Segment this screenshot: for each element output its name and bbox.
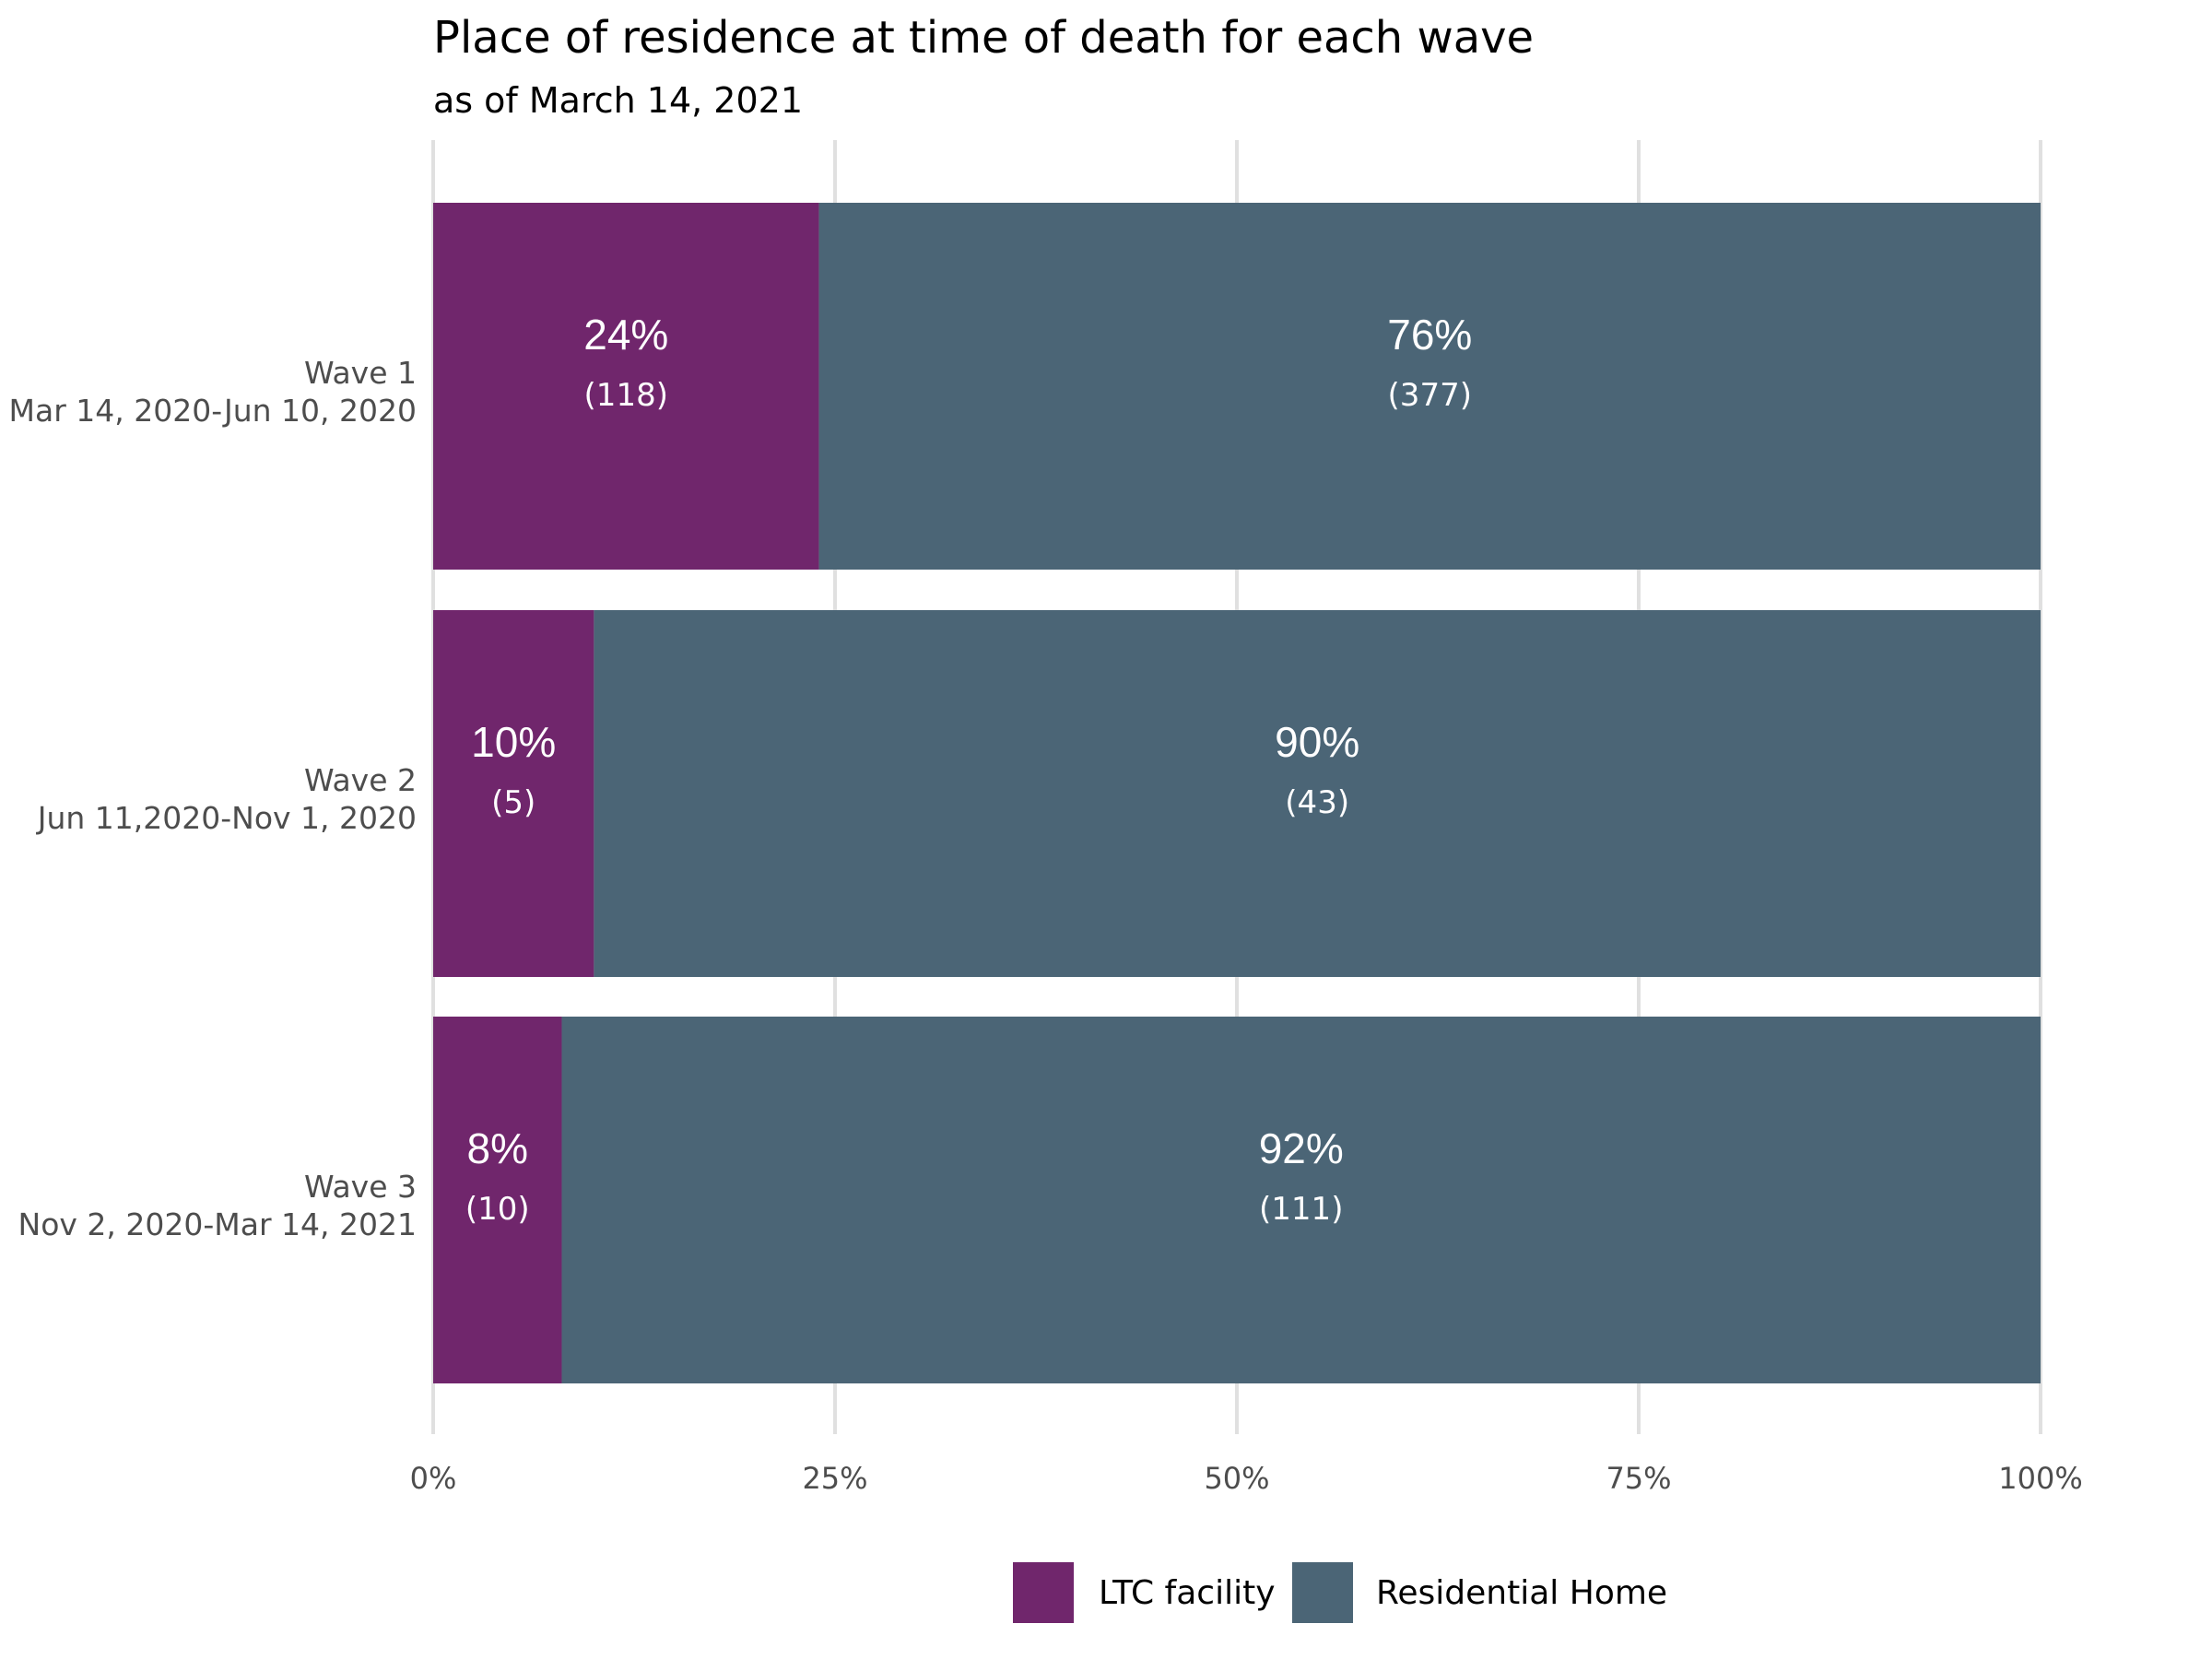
category-period-wave-3: Nov 2, 2020-Mar 14, 2021 — [18, 1206, 417, 1242]
category-label-wave-3: Wave 3 — [304, 1169, 417, 1205]
legend-swatch-residential-home — [1292, 1562, 1353, 1623]
bar-residential-home-wave-1 — [818, 203, 2041, 570]
bar-ltc-facility-wave-1 — [433, 203, 819, 570]
chart-subtitle: as of March 14, 2021 — [433, 80, 803, 121]
count-label-residential-home-wave-3: (111) — [1259, 1191, 1343, 1228]
x-tick-label-100: 100% — [1998, 1461, 2082, 1496]
value-label-ltc-facility-wave-1: 24% — [583, 311, 668, 359]
bar-ltc-facility-wave-3 — [433, 1017, 562, 1383]
legend-swatch-ltc-facility — [1013, 1562, 1074, 1623]
count-label-residential-home-wave-2: (43) — [1285, 784, 1349, 821]
value-label-ltc-facility-wave-3: 8% — [467, 1124, 528, 1172]
legend-label-residential-home: Residential Home — [1376, 1574, 1667, 1612]
count-label-ltc-facility-wave-3: (10) — [465, 1191, 530, 1228]
chart-title: Place of residence at time of death for … — [433, 12, 1534, 64]
count-label-ltc-facility-wave-2: (5) — [491, 784, 535, 821]
count-label-ltc-facility-wave-1: (118) — [584, 377, 668, 414]
category-label-wave-1: Wave 1 — [304, 355, 417, 391]
category-period-wave-2: Jun 11,2020-Nov 1, 2020 — [36, 800, 417, 836]
bar-residential-home-wave-3 — [561, 1017, 2041, 1383]
x-tick-label-50: 50% — [1204, 1461, 1269, 1496]
value-label-residential-home-wave-3: 92% — [1259, 1124, 1344, 1172]
bar-labels: 24% (118) 76% (377) 10% (5) 90% (43) 8% (10) 92% (1… — [465, 311, 1472, 1228]
x-tick-label-25: 25% — [802, 1461, 867, 1496]
x-tick-label-75: 75% — [1606, 1461, 1671, 1496]
legend-label-ltc-facility: LTC facility — [1099, 1574, 1276, 1612]
bar-residential-home-wave-2 — [594, 610, 2041, 977]
legend: LTC facility Residential Home — [1013, 1562, 1667, 1623]
x-tick-label-0: 0% — [410, 1461, 457, 1496]
value-label-ltc-facility-wave-2: 10% — [471, 718, 556, 766]
bar-ltc-facility-wave-2 — [433, 610, 594, 977]
value-label-residential-home-wave-1: 76% — [1387, 311, 1472, 359]
bars — [433, 203, 2041, 1383]
count-label-residential-home-wave-1: (377) — [1388, 377, 1472, 414]
category-label-wave-2: Wave 2 — [304, 762, 417, 798]
value-label-residential-home-wave-2: 90% — [1275, 718, 1359, 766]
category-period-wave-1: Mar 14, 2020-Jun 10, 2020 — [9, 393, 417, 429]
